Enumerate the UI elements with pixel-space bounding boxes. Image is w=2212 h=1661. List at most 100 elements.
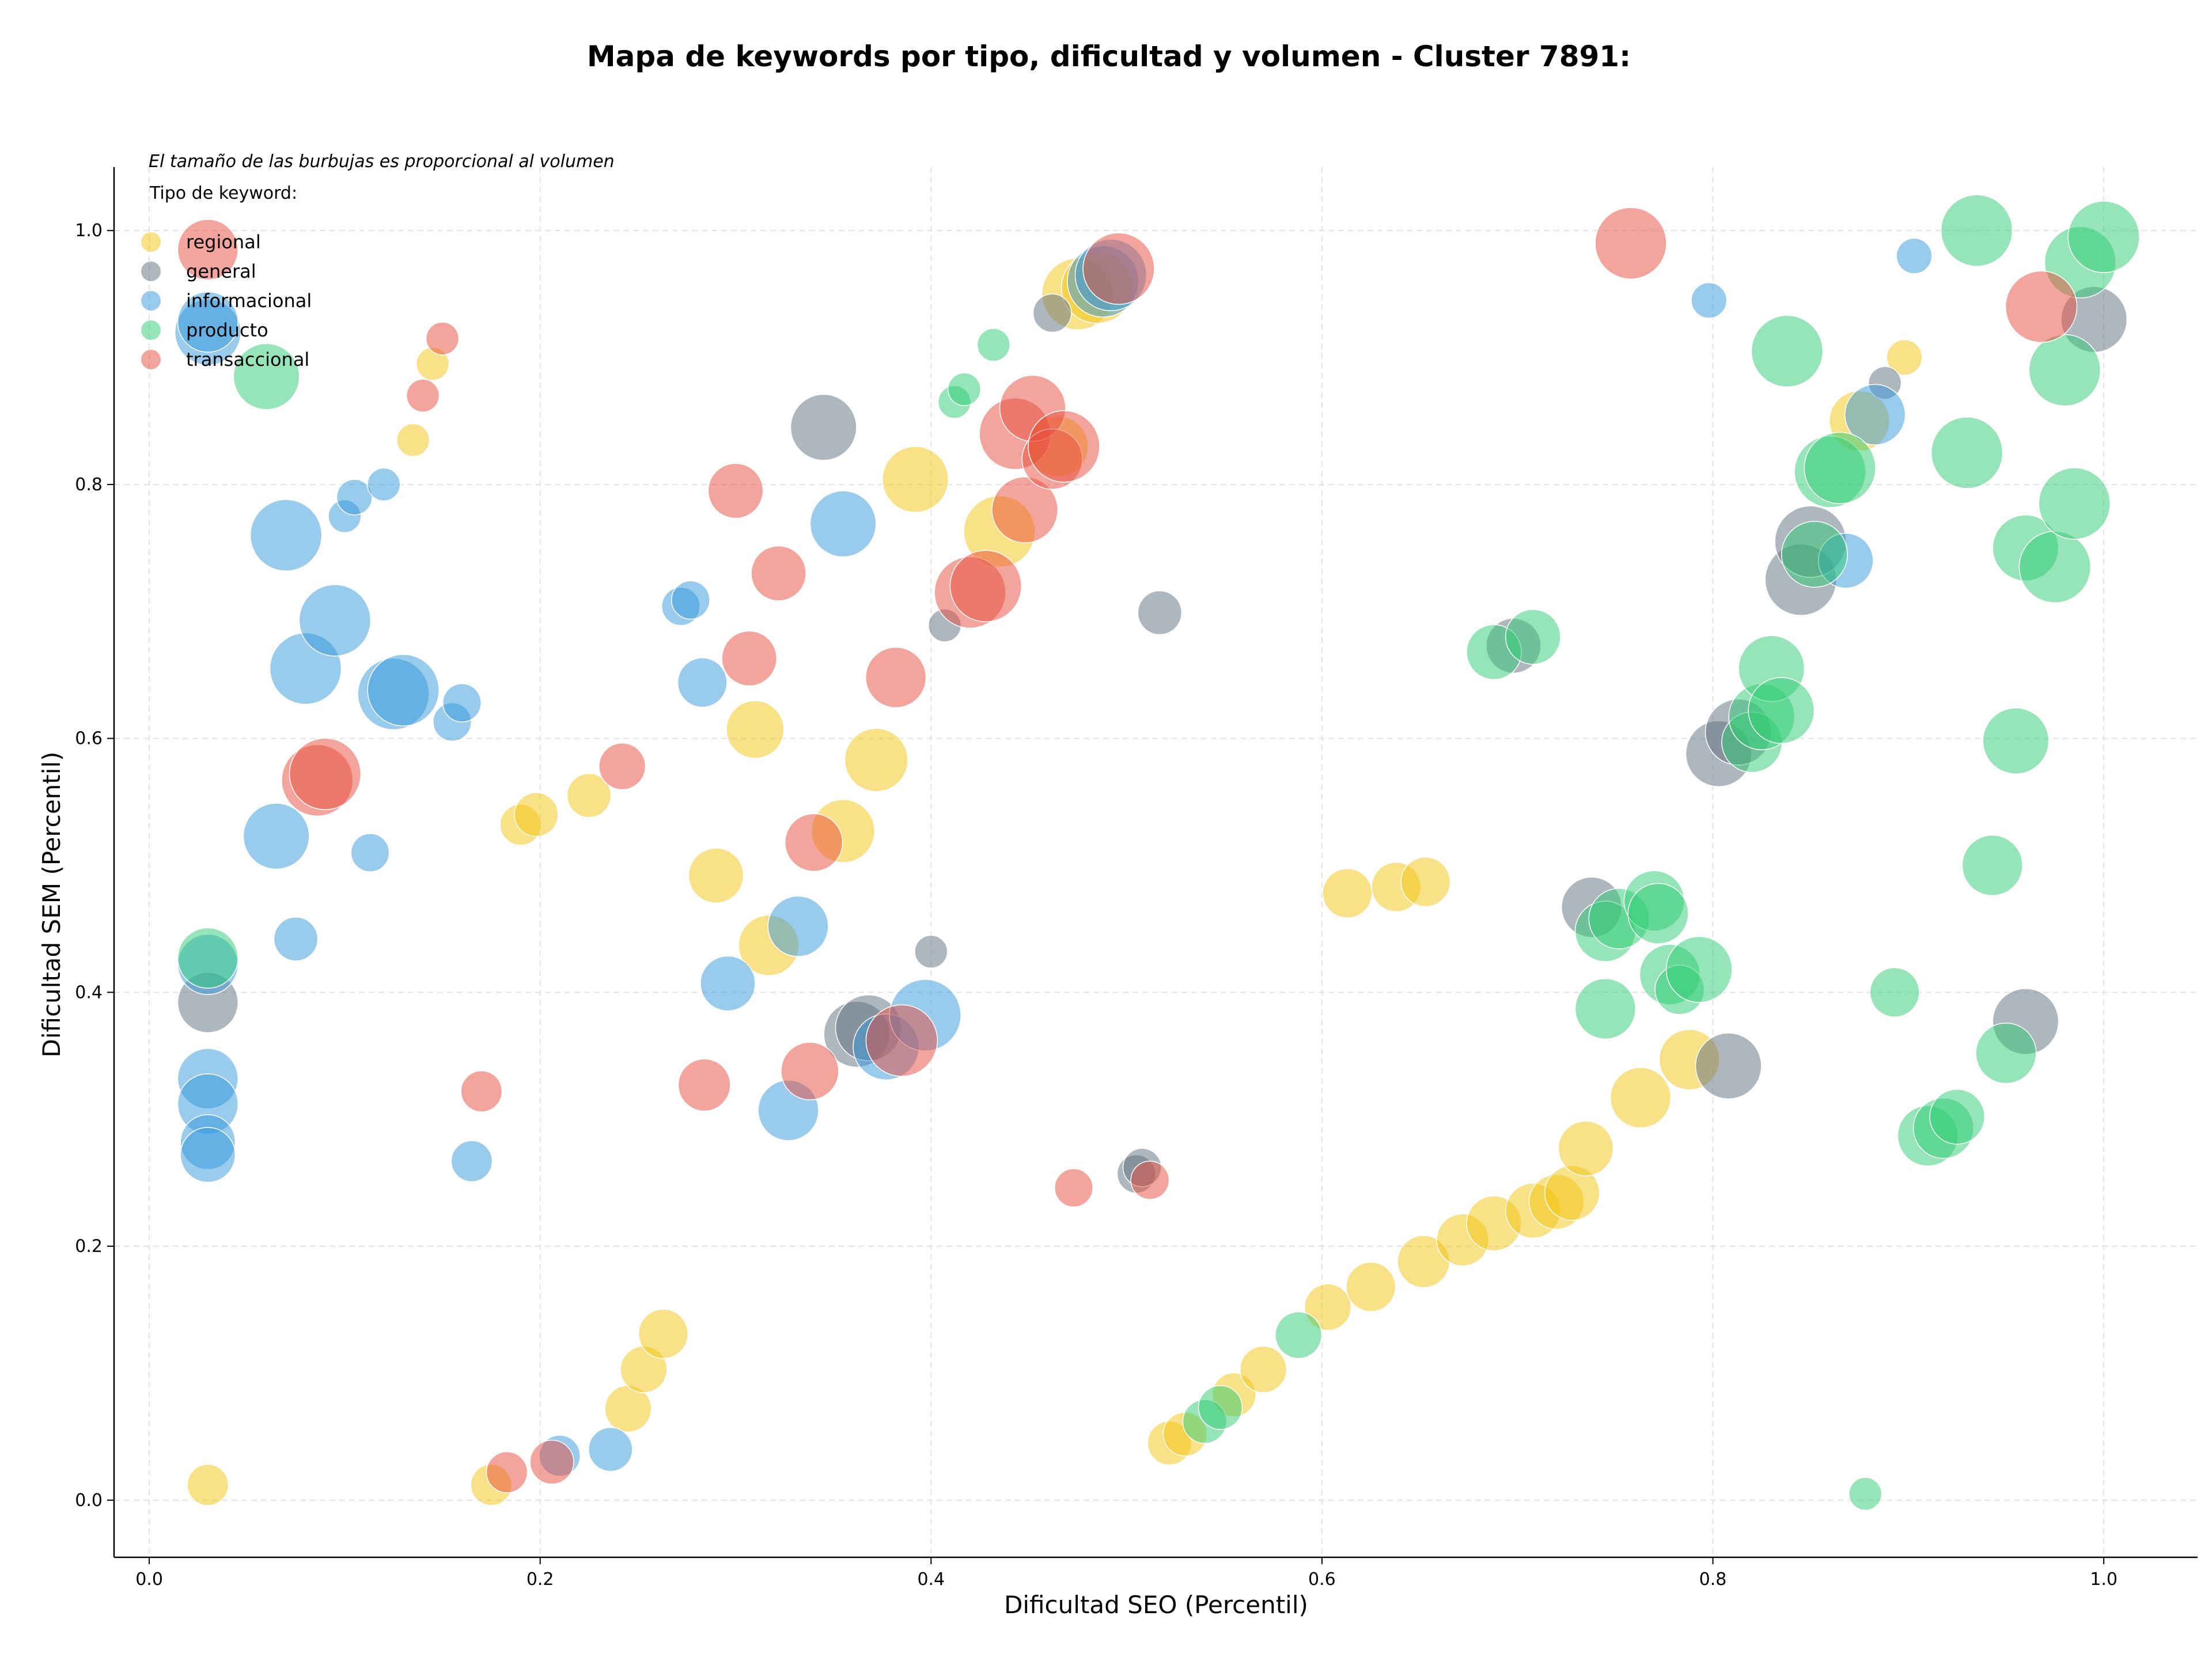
bubble-transaccional [721, 630, 778, 687]
bubble-layer [174, 194, 2140, 1511]
bubble-producto [1849, 1477, 1883, 1511]
bubble-regional [1558, 1121, 1614, 1176]
bubble-producto [1198, 1385, 1243, 1430]
y-tick-label: 0.2 [75, 1236, 103, 1257]
bubble-transaccional [865, 1004, 938, 1077]
bubble-transaccional [486, 1451, 528, 1493]
bubble-regional [1400, 857, 1451, 907]
bubble-producto [233, 343, 300, 410]
bubble-producto [2038, 467, 2111, 540]
bubble-informacional [671, 580, 710, 620]
legend-marker-producto [141, 320, 161, 340]
bubble-general [1032, 293, 1072, 333]
bubble-transaccional [865, 646, 927, 709]
x-tick-label: 1.0 [2090, 1569, 2118, 1590]
bubble-producto [1869, 967, 1920, 1017]
bubble-informacional [249, 499, 323, 572]
bubble-general [914, 934, 948, 969]
bubble-producto [1665, 936, 1733, 1003]
bubble-transaccional [784, 813, 843, 872]
legend-label-transaccional: transaccional [186, 349, 309, 370]
bubble-producto [2018, 531, 2092, 603]
bubble-transaccional [460, 1070, 503, 1113]
bubble-transaccional [991, 476, 1059, 543]
legend-marker-informacional [141, 291, 161, 311]
bubble-transaccional [751, 545, 806, 601]
bubble-informacional [442, 683, 482, 722]
bubble-regional [396, 423, 430, 457]
x-tick-label: 0.0 [135, 1569, 163, 1590]
bubble-regional [844, 728, 908, 792]
bubble-regional [1322, 868, 1373, 919]
bubble-general [790, 394, 857, 461]
bubble-transaccional [599, 742, 646, 790]
bubble-producto [1961, 834, 2023, 896]
chart-title: Mapa de keywords por tipo, dificultad y … [587, 40, 1631, 73]
legend-label-informacional: informacional [186, 290, 312, 312]
bubble-producto [1275, 1311, 1323, 1359]
bubble-producto [1505, 609, 1561, 665]
bubble-transaccional [2005, 270, 2078, 343]
bubble-general [1137, 590, 1183, 635]
bubble-informacional [588, 1427, 633, 1472]
bubble-regional [514, 792, 559, 837]
bubble-producto [947, 372, 982, 406]
bubble-regional [1239, 1345, 1287, 1394]
bubble-transaccional [529, 1439, 574, 1485]
bubble-informacional [350, 833, 390, 872]
bubble-informacional [180, 1127, 236, 1183]
legend-marker-general [141, 262, 161, 281]
bubble-producto [2028, 334, 2101, 407]
bubble-informacional [298, 584, 372, 657]
bubble-producto [1751, 315, 1824, 388]
legend-label-regional: regional [186, 231, 261, 253]
bubble-informacional [677, 657, 728, 708]
bubble-informacional [700, 955, 756, 1012]
bubble-informacional [767, 895, 829, 957]
y-tick-label: 0.4 [75, 982, 103, 1002]
bubble-producto [1804, 432, 1876, 505]
bubble-informacional [367, 467, 401, 502]
y-tick-label: 0.0 [75, 1490, 103, 1511]
y-tick-label: 0.8 [75, 475, 103, 495]
bubble-informacional [336, 479, 373, 516]
bubble-informacional [1691, 282, 1728, 319]
bubble-transaccional [707, 463, 764, 519]
bubble-transaccional [406, 379, 440, 413]
x-tick-label: 0.6 [1308, 1569, 1336, 1590]
x-tick-label: 0.4 [917, 1569, 945, 1590]
bubble-producto [1930, 417, 2003, 489]
bubble-producto [2067, 200, 2140, 273]
bubble-regional [1304, 1283, 1352, 1331]
legend: regional general informacional producto tran… [141, 231, 312, 370]
y-tick-label: 1.0 [75, 221, 103, 241]
bubble-transaccional [1054, 1168, 1093, 1208]
size-note: El tamaño de las burbujas es proporciona… [149, 152, 615, 172]
bubble-regional [1346, 1262, 1396, 1312]
x-tick-label: 0.8 [1699, 1569, 1727, 1590]
bubble-transaccional [425, 321, 460, 355]
bubble-transaccional [677, 1058, 731, 1112]
bubble-producto [1982, 707, 2050, 775]
bubble-regional [638, 1308, 688, 1359]
bubble-regional [1609, 1067, 1672, 1129]
bubble-transaccional [949, 550, 1022, 622]
bubble-producto [1940, 194, 2013, 267]
bubble-producto [1627, 883, 1689, 944]
bubble-transaccional [1028, 410, 1100, 483]
bubble-regional [688, 847, 744, 903]
x-axis-label: Dificultad SEO (Percentil) [1004, 1591, 1308, 1619]
bubble-informacional [243, 803, 310, 870]
bubble-informacional [1896, 237, 1933, 274]
bubble-producto [1574, 978, 1637, 1040]
bubble-producto [1781, 521, 1848, 588]
bubble-regional [882, 446, 949, 513]
bubble-informacional [809, 490, 877, 558]
bubble-producto [976, 328, 1011, 362]
legend-label-producto: producto [186, 319, 268, 341]
legend-title: Tipo de keyword: [149, 183, 297, 203]
bubble-transaccional [289, 737, 362, 811]
axes: 0.0 0.2 0.4 0.6 0.8 1.0 0.0 0.2 0.4 0.6 0.8 1.0 [75, 167, 2198, 1590]
bubble-regional [187, 1464, 229, 1506]
bubble-informacional [1844, 384, 1906, 445]
